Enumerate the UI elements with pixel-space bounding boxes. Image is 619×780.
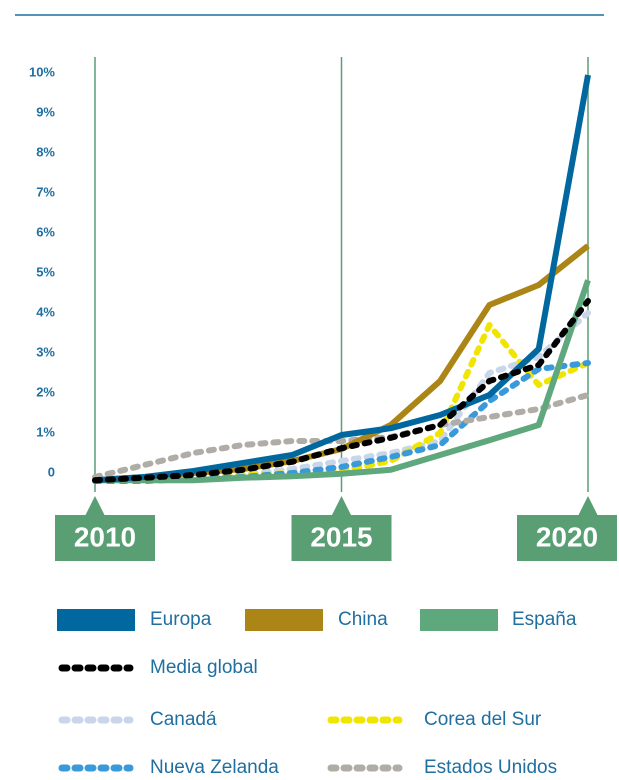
series-line	[92, 298, 591, 484]
x-tick-label: 2020	[536, 521, 598, 552]
y-tick-label: 1%	[36, 424, 55, 439]
legend-label: Nueva Zelanda	[150, 757, 279, 778]
legend-label: España	[512, 609, 577, 630]
legend-label: Canadá	[150, 709, 217, 730]
y-tick-label: 7%	[36, 184, 55, 199]
legend-swatch	[420, 609, 498, 631]
legend-label: China	[338, 609, 388, 630]
x-tick-label: 2015	[310, 521, 372, 552]
y-tick-label: 10%	[29, 64, 55, 79]
y-tick-label: 9%	[36, 104, 55, 119]
y-tick-label: 5%	[36, 264, 55, 279]
legend-label: Media global	[150, 657, 258, 678]
y-tick-label: 6%	[36, 224, 55, 239]
year-pointer	[331, 496, 352, 516]
y-tick-label: 8%	[36, 144, 55, 159]
year-box	[517, 515, 617, 561]
year-pointer	[85, 496, 105, 516]
x-tick-label: 2010	[74, 521, 136, 552]
legend-label: Europa	[150, 609, 212, 630]
series-line	[95, 279, 591, 484]
year-box	[291, 515, 392, 561]
year-box	[55, 515, 155, 561]
year-pointer	[578, 496, 598, 516]
y-tick-label: 4%	[36, 304, 55, 319]
series-line	[92, 392, 591, 480]
legend-swatch	[57, 609, 135, 631]
y-tick-label: 3%	[36, 344, 55, 359]
y-tick-label: 0	[48, 464, 55, 479]
legend-label: Corea del Sur	[424, 709, 542, 730]
y-tick-label: 2%	[36, 384, 55, 399]
legend-label: Estados Unidos	[424, 757, 557, 778]
legend-swatch	[245, 609, 323, 631]
